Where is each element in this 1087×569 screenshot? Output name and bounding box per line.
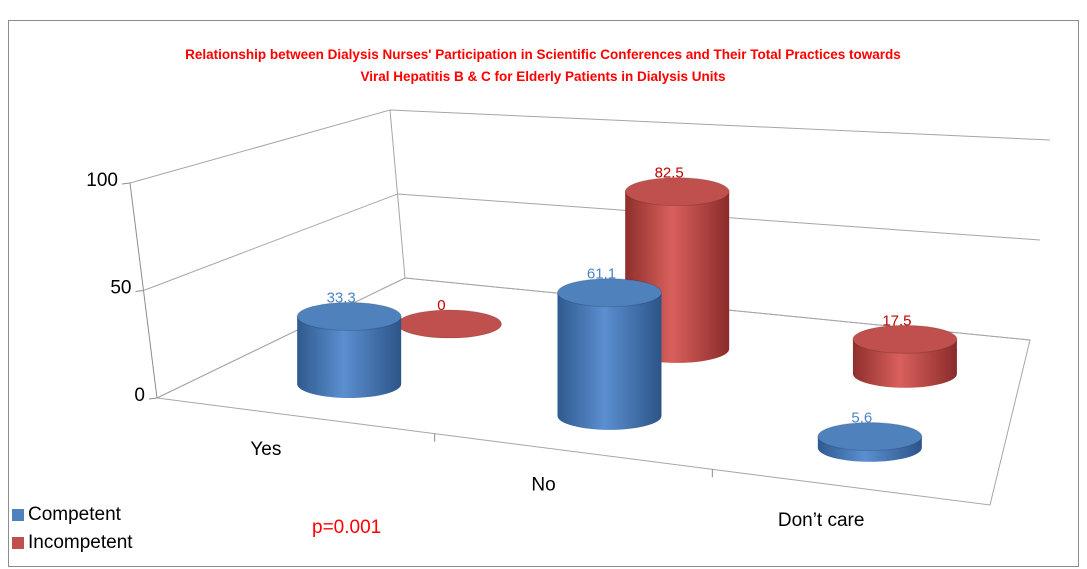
data-label: 5.6 <box>851 410 872 427</box>
cylinder-top <box>396 309 502 339</box>
y-tick-label: 100 <box>86 170 118 191</box>
cylinder-top <box>296 301 402 331</box>
legend-label: Competent <box>28 504 122 525</box>
chart-title: Relationship between Dialysis Nurses' Pa… <box>185 47 901 84</box>
legend-swatch <box>12 509 24 521</box>
annotation: p=0.001 <box>312 517 381 538</box>
data-label: 61.1 <box>587 266 616 283</box>
y-tick-label: 50 <box>110 278 131 299</box>
data-label: 33.3 <box>327 289 356 306</box>
y-tick <box>148 397 158 400</box>
x-tick-label: Don’t care <box>778 510 865 531</box>
data-label: 82.5 <box>655 165 684 182</box>
grid-line <box>156 277 1031 399</box>
bar <box>557 292 662 430</box>
legend-swatch <box>12 537 24 549</box>
cylinder <box>557 278 662 430</box>
y-tick <box>135 290 144 292</box>
cylinder <box>852 324 958 388</box>
x-tick-label: Yes <box>250 439 281 460</box>
bar <box>297 316 402 398</box>
cylinder <box>817 422 923 462</box>
cylinder-top <box>852 324 958 354</box>
data-label: 0 <box>437 297 445 314</box>
legend-label: Incompetent <box>28 532 133 553</box>
cylinder-top <box>557 278 662 308</box>
cylinder <box>296 301 402 398</box>
grid-line <box>143 193 1041 291</box>
chart-frame <box>8 20 1079 567</box>
cylinder-top <box>817 422 923 452</box>
y-tick-label: 0 <box>134 385 145 406</box>
y-tick <box>121 182 131 185</box>
cylinder <box>396 309 502 339</box>
grid-line <box>129 109 1051 184</box>
cylinder-top <box>624 177 730 207</box>
data-label: 17.5 <box>882 312 911 329</box>
x-tick-label: No <box>531 475 555 496</box>
